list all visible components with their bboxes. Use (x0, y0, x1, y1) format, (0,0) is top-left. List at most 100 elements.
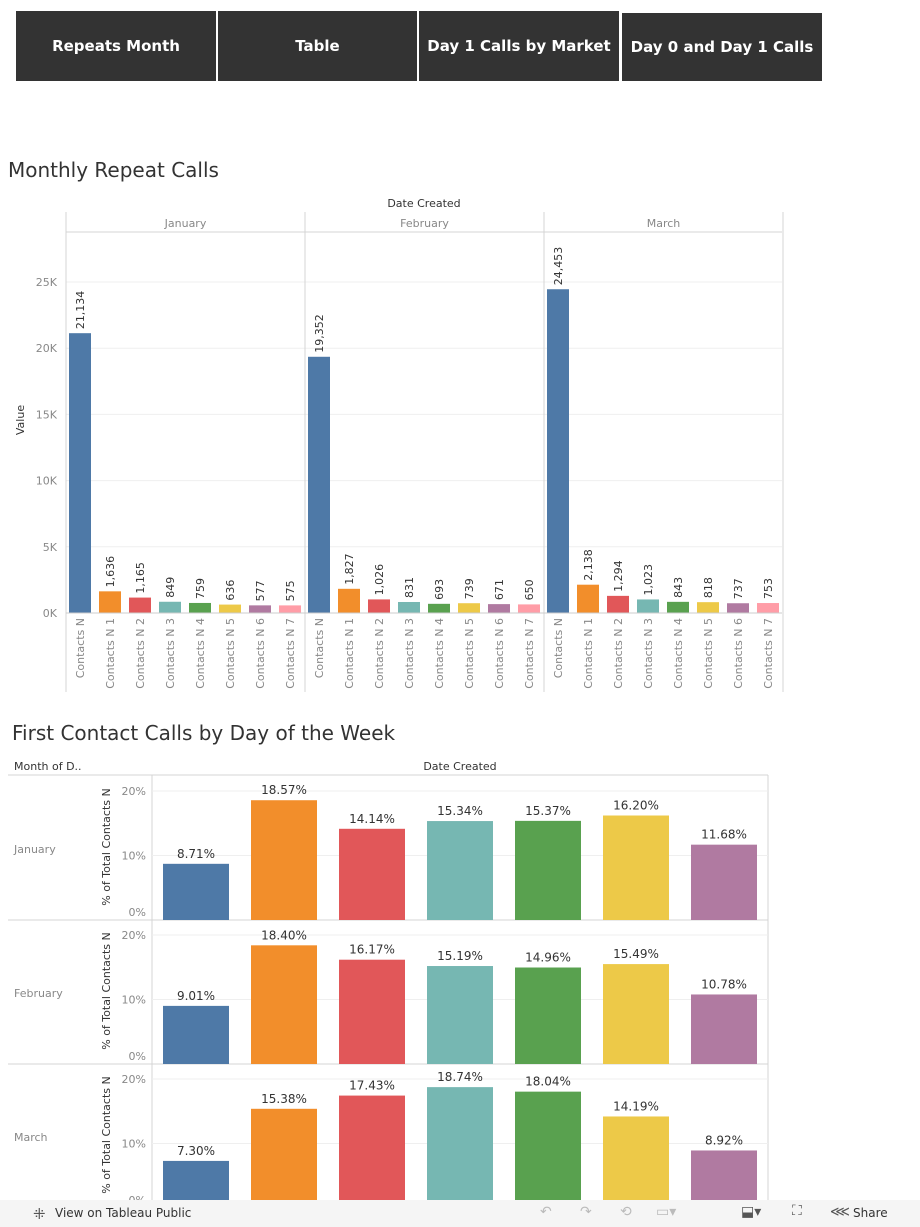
data-label: 8.92% (705, 1133, 743, 1147)
x-tick-label: Contacts N 6 (493, 618, 506, 689)
bar (603, 815, 669, 920)
data-label: 1,026 (373, 564, 386, 596)
y-tick-label: 0% (129, 1050, 146, 1063)
revert-icon[interactable]: ⟲ (620, 1204, 632, 1220)
y-axis-label: Value (14, 405, 27, 435)
y-tick-label: 20% (122, 929, 146, 942)
bar (398, 601, 420, 613)
data-label: 15.34% (437, 804, 483, 818)
tab-day0-day1-calls[interactable]: Day 0 and Day 1 Calls (622, 13, 822, 81)
x-tick-label: Contacts N 5 (702, 618, 715, 689)
bar (603, 964, 669, 1064)
bar (691, 1150, 757, 1200)
bar (163, 863, 229, 920)
y-tick-label: 20% (122, 785, 146, 798)
data-label: 15.37% (525, 804, 571, 818)
x-tick-label: Contacts N 1 (343, 618, 356, 689)
x-tick-label: Contacts N 5 (463, 618, 476, 689)
bar (727, 603, 749, 613)
x-tick-label: Contacts N 7 (762, 618, 775, 689)
x-tick-label: Contacts N 4 (433, 618, 446, 689)
bar (757, 603, 779, 613)
bar (667, 601, 689, 613)
data-label: 16.20% (613, 799, 659, 813)
bar (458, 603, 480, 613)
y-tick-label: 0% (129, 1194, 146, 1200)
y-tick-label: 20% (122, 1073, 146, 1086)
y-tick-label: 10% (122, 1138, 146, 1151)
view-on-tableau-link[interactable]: View on Tableau Public (55, 1206, 192, 1220)
undo-icon[interactable]: ↶ (540, 1204, 552, 1220)
bar (515, 820, 581, 920)
data-label: 650 (523, 579, 536, 600)
data-label: 636 (224, 580, 237, 601)
bar (163, 1005, 229, 1064)
data-label: 18.74% (437, 1070, 483, 1084)
bar (339, 1095, 405, 1200)
data-label: 14.19% (613, 1099, 659, 1113)
data-label: 1,636 (104, 556, 117, 588)
data-label: 818 (702, 577, 715, 598)
column-header: Date Created (387, 197, 460, 210)
bar (515, 967, 581, 1064)
data-label: 16.17% (349, 943, 395, 957)
data-label: 11.68% (701, 828, 747, 842)
chart-title-first-contact: First Contact Calls by Day of the Week (12, 721, 396, 745)
redo-icon[interactable]: ↷ (580, 1204, 592, 1220)
y-tick-label: 10% (122, 850, 146, 863)
data-label: 7.30% (177, 1144, 215, 1158)
footer-toolbar: ⁜ View on Tableau Public ↶ ↷ ⟲ ▭▾ ⬓▾ ⛶ ⋘… (0, 1200, 920, 1227)
data-label: 843 (672, 577, 685, 598)
x-tick-label: Contacts N (313, 618, 326, 678)
bar (249, 605, 271, 613)
tab-day1-calls-by-market[interactable]: Day 1 Calls by Market (419, 11, 619, 81)
data-label: 14.96% (525, 951, 571, 965)
bar (515, 1091, 581, 1200)
data-label: 21,134 (74, 291, 87, 330)
y-tick-label: 0% (129, 906, 146, 919)
data-label: 577 (254, 580, 267, 601)
data-label: 1,165 (134, 562, 147, 594)
x-tick-label: Contacts N 7 (284, 618, 297, 689)
x-tick-label: Contacts N 2 (134, 618, 147, 689)
bar (577, 584, 599, 613)
tab-table[interactable]: Table (218, 11, 417, 81)
charts-canvas: Date Created 0K 5K 10K 15K 20K 25K Value January… (8, 197, 784, 1200)
data-label: 753 (762, 578, 775, 599)
y-tick-label: 0K (43, 607, 58, 620)
y-axis-label: % of Total Contacts N (100, 1076, 113, 1194)
download-icon[interactable]: ⬓▾ (741, 1204, 762, 1220)
data-label: 1,827 (343, 553, 356, 585)
bar (427, 1087, 493, 1200)
share-button[interactable]: Share (853, 1206, 888, 1220)
bar (691, 844, 757, 920)
bar (163, 1160, 229, 1200)
x-tick-label: Contacts N 5 (224, 618, 237, 689)
data-label: 15.38% (261, 1092, 307, 1106)
data-label: 1,023 (642, 564, 655, 596)
bar (129, 597, 151, 613)
data-label: 14.14% (349, 812, 395, 826)
data-label: 15.19% (437, 949, 483, 963)
data-label: 2,138 (582, 549, 595, 581)
share-icon[interactable]: ⋘ (830, 1204, 850, 1220)
x-tick-label: Contacts N 1 (582, 618, 595, 689)
refresh-icon[interactable]: ▭▾ (656, 1204, 677, 1220)
bar (428, 603, 450, 613)
fullscreen-icon[interactable]: ⛶ (792, 1203, 802, 1219)
data-label: 759 (194, 578, 207, 599)
x-tick-label: Contacts N (74, 618, 87, 678)
bar (339, 828, 405, 920)
data-label: 17.43% (349, 1079, 395, 1093)
data-label: 671 (493, 579, 506, 600)
y-axis-label: % of Total Contacts N (100, 788, 113, 906)
tableau-logo-icon[interactable]: ⁜ (33, 1205, 46, 1223)
data-label: 737 (732, 578, 745, 599)
x-tick-label: Contacts N 3 (164, 618, 177, 689)
tab-repeats-month[interactable]: Repeats Month (16, 11, 216, 81)
bar (607, 595, 629, 613)
data-label: 10.78% (701, 977, 747, 991)
row-label-march: March (14, 1131, 48, 1144)
y-tick-label: 25K (36, 276, 58, 289)
bar (488, 604, 510, 613)
